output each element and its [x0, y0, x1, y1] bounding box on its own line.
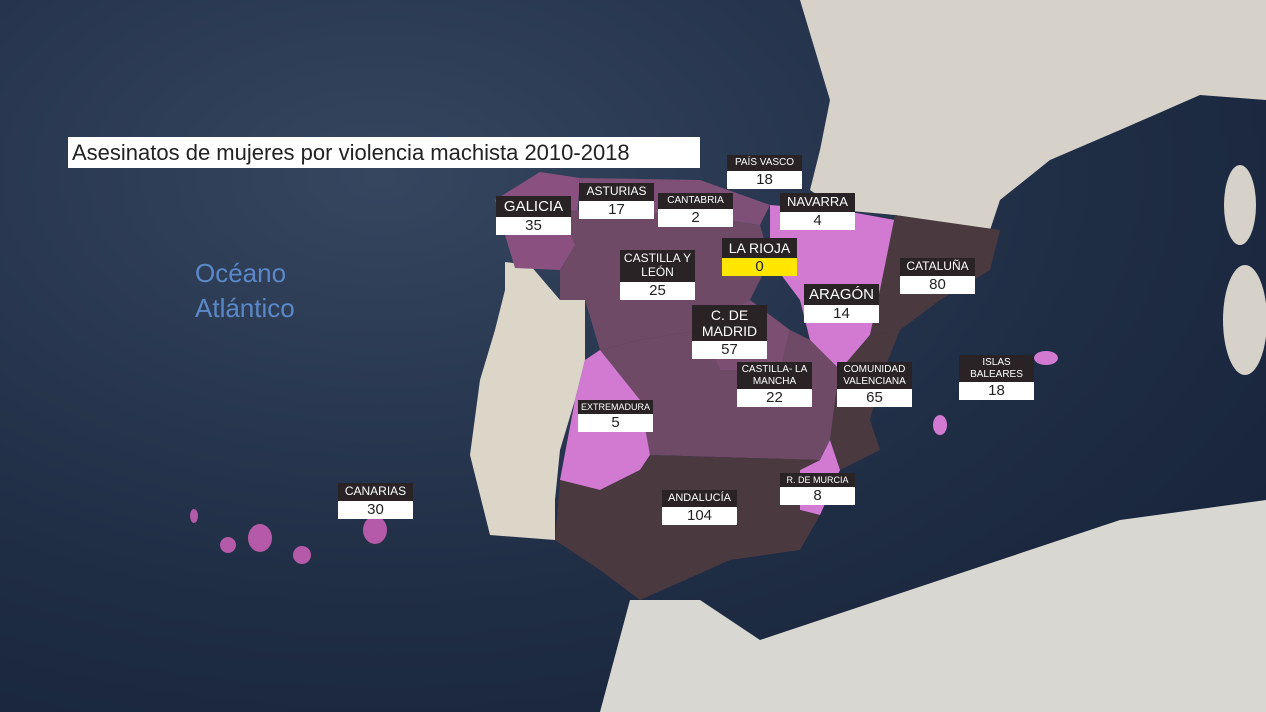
ocean-label: Océano	[195, 258, 287, 288]
region-label: C. DE MADRID 57	[692, 305, 767, 360]
corsica	[1224, 165, 1256, 245]
france	[800, 0, 1266, 230]
region-label: NAVARRA 4	[780, 193, 855, 230]
region-label: R. DE MURCIA 8	[780, 473, 855, 506]
region-value: 17	[579, 200, 654, 219]
island	[363, 516, 387, 544]
island	[933, 415, 947, 435]
region-label: PAÍS VASCO 18	[727, 155, 802, 189]
region-value: 80	[900, 275, 975, 294]
region-name: CASTILLA- LA MANCHA	[737, 362, 812, 389]
region-label: GALICIA 35	[496, 196, 571, 236]
region-value: 0	[722, 258, 797, 277]
portugal	[470, 262, 585, 540]
region-name: CATALUÑA	[900, 258, 975, 276]
region-value: 57	[692, 341, 767, 360]
region-name: R. DE MURCIA	[780, 473, 855, 488]
island	[248, 524, 272, 552]
region-label: ISLAS BALEARES 18	[959, 355, 1034, 400]
region-name: C. DE MADRID	[692, 305, 767, 342]
region-name: NAVARRA	[780, 193, 855, 212]
africa	[600, 500, 1266, 712]
region-value: 30	[338, 500, 413, 519]
region-label: ANDALUCÍA 104	[662, 490, 737, 525]
region-value: 25	[620, 281, 695, 300]
sardinia	[1223, 265, 1266, 375]
region-value: 18	[727, 170, 802, 189]
region-name: ARAGÓN	[804, 284, 879, 306]
region-label: CASTILLA- LA MANCHA 22	[737, 362, 812, 407]
island	[190, 509, 198, 523]
region-label: CASTILLA Y LEÓN 25	[620, 250, 695, 300]
region-value: 18	[959, 382, 1034, 400]
map-title: Asesinatos de mujeres por violencia mach…	[68, 137, 700, 168]
region-label: ARAGÓN 14	[804, 284, 879, 324]
region-label: CANTABRIA 2	[658, 193, 733, 227]
region-name: CASTILLA Y LEÓN	[620, 250, 695, 282]
region-name: CANARIAS	[338, 483, 413, 501]
island	[293, 546, 311, 564]
region-name: LA RIOJA	[722, 238, 797, 259]
island	[220, 537, 236, 553]
region-andalucia	[555, 455, 820, 600]
region-value: 35	[496, 217, 571, 236]
region-name: EXTREMADURA	[578, 400, 653, 415]
region-label: CATALUÑA 80	[900, 258, 975, 294]
region-value: 5	[578, 414, 653, 433]
region-castilla-mancha	[600, 330, 840, 460]
region-label: ASTURIAS 17	[579, 183, 654, 219]
region-label: CANARIAS 30	[338, 483, 413, 519]
region-label: EXTREMADURA 5	[578, 400, 653, 433]
ocean-label: Atlántico	[195, 293, 295, 323]
region-label: COMUNIDAD VALENCIANA 65	[837, 362, 912, 407]
region-value: 2	[658, 208, 733, 227]
region-value: 65	[837, 389, 912, 407]
region-name: ANDALUCÍA	[662, 490, 737, 507]
region-name: PAÍS VASCO	[727, 155, 802, 171]
region-name: COMUNIDAD VALENCIANA	[837, 362, 912, 389]
region-value: 4	[780, 211, 855, 230]
region-name: CANTABRIA	[658, 193, 733, 209]
island	[1034, 351, 1058, 365]
region-value: 8	[780, 487, 855, 506]
region-name: GALICIA	[496, 196, 571, 218]
region-value: 104	[662, 506, 737, 525]
region-name: ISLAS BALEARES	[959, 355, 1034, 382]
region-value: 14	[804, 305, 879, 324]
region-value: 22	[737, 389, 812, 407]
region-label: LA RIOJA 0	[722, 238, 797, 277]
region-name: ASTURIAS	[579, 183, 654, 201]
